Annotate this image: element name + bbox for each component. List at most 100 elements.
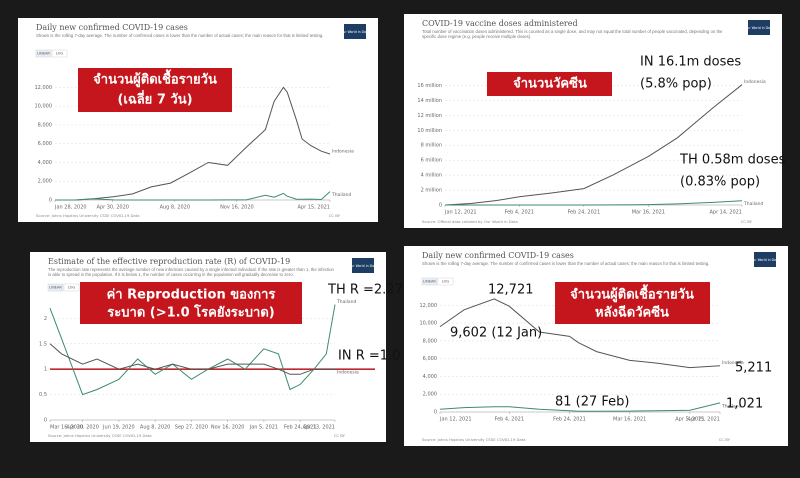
logo: Our World in Data — [751, 258, 780, 262]
series-line — [439, 298, 721, 369]
license: CC BY — [329, 213, 341, 218]
annotation: TH R =2.27 — [327, 283, 403, 298]
y-tick-label: 4,000 — [423, 374, 437, 380]
annotation: ค่า Reproduction ของการ — [107, 288, 276, 303]
annotation-box — [80, 282, 302, 324]
series-label: Indonesia — [337, 370, 359, 376]
scale-button[interactable] — [437, 277, 454, 286]
subtitle-box: The reproduction rate represents the ave… — [48, 267, 334, 277]
x-tick-label: Apr 15, 2021 — [687, 417, 720, 423]
logo: Our World in Data — [745, 26, 774, 30]
y-tick-label: 4,000 — [38, 160, 52, 166]
y-tick-label: 6,000 — [423, 356, 437, 362]
annotation: IN 16.1m doses — [640, 55, 741, 70]
x-tick-label: Apr 13, 2021 — [302, 425, 335, 431]
scale-button-label[interactable]: LOG — [56, 52, 64, 56]
x-tick-label: Apr 30, 2020 — [96, 205, 129, 211]
source: Source: Official data collated by Our Wo… — [422, 219, 518, 224]
scale-button[interactable] — [63, 283, 80, 292]
series-line — [55, 86, 331, 201]
x-tick-label: Aug 8, 2020 — [160, 205, 190, 211]
annotation-box — [78, 68, 232, 112]
y-tick-label: 0 — [434, 410, 437, 416]
series-label: Thailand — [336, 299, 356, 305]
logo: Our World in Data — [349, 264, 378, 268]
annotation-box — [555, 282, 710, 324]
scale-button[interactable] — [51, 49, 68, 58]
x-tick-label: Feb 24, 2021 — [567, 210, 600, 216]
x-tick-label: Mar 16, 2021 — [632, 210, 665, 216]
y-tick-label: 0 — [44, 418, 47, 424]
series-line — [55, 191, 331, 201]
annotation: 12,721 — [488, 283, 534, 298]
annotation: 1,021 — [726, 397, 763, 412]
license: CC BY — [334, 433, 346, 438]
y-tick-label: 8,000 — [38, 122, 52, 128]
annotation: 5,211 — [735, 361, 772, 376]
scale-button-label[interactable]: LINEAR — [49, 286, 62, 290]
panel — [404, 14, 782, 228]
scale-button-label[interactable]: LINEAR — [37, 52, 50, 56]
scale-button-label[interactable]: LINEAR — [423, 280, 436, 284]
scale-button-label[interactable]: LOG — [68, 286, 76, 290]
panel — [18, 18, 378, 222]
annotation: (5.8% pop) — [640, 77, 712, 92]
x-tick-label: Apr 14, 2021 — [709, 210, 742, 216]
license: CC BY — [741, 219, 753, 224]
x-tick-label: Nov 16, 2020 — [211, 425, 245, 431]
x-tick-label: Jun 19, 2020 — [102, 425, 135, 431]
x-tick-label: Aug 8, 2020 — [140, 425, 170, 431]
chart-title: COVID-19 vaccine doses administered — [422, 19, 578, 28]
annotation: ระบาด (>1.0 โรคยังระบาด) — [107, 304, 274, 321]
y-tick-label: 6,000 — [38, 141, 52, 147]
y-tick-label: 1.5 — [39, 341, 47, 347]
series-line — [49, 343, 335, 375]
x-tick-label: Mar 16, 2020 — [50, 425, 83, 431]
series-line — [444, 84, 743, 206]
chart-title: Estimate of the effective reproduction r… — [48, 257, 290, 266]
logo-box — [754, 252, 776, 267]
scale-button-label[interactable]: LOG — [442, 280, 450, 284]
annotation: จำนวนผู้ติดเชื้อรายวัน — [93, 69, 217, 88]
scale-button[interactable] — [421, 277, 438, 286]
annotation: จำนวนวัคซีน — [513, 76, 587, 92]
logo: Our World in Data — [341, 30, 370, 34]
x-tick-label: Nov 16, 2020 — [220, 205, 254, 211]
y-tick-label: 16 million — [417, 83, 442, 89]
subtitle-box: Total number of vaccination doses admini… — [422, 29, 722, 39]
y-tick-label: 2 million — [421, 188, 442, 194]
y-tick-label: 12,000 — [420, 303, 438, 309]
y-tick-label: 0.5 — [39, 392, 47, 398]
y-tick-label: 8 million — [421, 143, 442, 149]
x-tick-label: Apr 5, 2021 — [675, 417, 704, 423]
x-tick-label: Sep 27, 2020 — [175, 425, 208, 431]
annotation: 9,602 (12 Jan) — [450, 326, 542, 341]
chart-subtitle: Shown is the rolling 7-day average. The … — [422, 261, 710, 266]
series-label: Thailand — [743, 201, 763, 207]
y-tick-label: 14 million — [417, 98, 442, 104]
x-tick-label: Jan 5, 2021 — [249, 425, 278, 431]
annotation: (เฉลี่ย 7 วัน) — [117, 90, 192, 108]
chart-title: Daily new confirmed COVID-19 cases — [36, 23, 188, 32]
source: Source: Johns Hopkins University CSSE CO… — [48, 433, 152, 438]
license: CC BY — [719, 437, 731, 442]
annotation: (0.83% pop) — [680, 175, 760, 190]
scale-button[interactable] — [35, 49, 52, 58]
y-tick-label: 2,000 — [38, 179, 52, 185]
x-tick-label: Apr 15, 2021 — [297, 205, 330, 211]
scale-button[interactable] — [47, 283, 64, 292]
y-tick-label: 8,000 — [423, 338, 437, 344]
x-tick-label: Feb 4, 2021 — [494, 417, 524, 423]
x-tick-label: Mar 16, 2021 — [613, 417, 646, 423]
source: Source: Johns Hopkins University CSSE CO… — [422, 437, 526, 442]
y-tick-label: 1 — [44, 367, 47, 373]
annotation: จำนวนผู้ติดเชื้อรายวัน — [570, 284, 694, 303]
logo-box — [748, 20, 770, 35]
y-tick-label: 0 — [49, 198, 52, 204]
y-tick-label: 0 — [439, 203, 442, 209]
chart-subtitle: Shown is the rolling 7-day average. The … — [36, 33, 324, 38]
y-tick-label: 2 — [44, 316, 47, 322]
series-line — [439, 402, 721, 412]
x-tick-label: Jan 12, 2021 — [439, 417, 472, 423]
